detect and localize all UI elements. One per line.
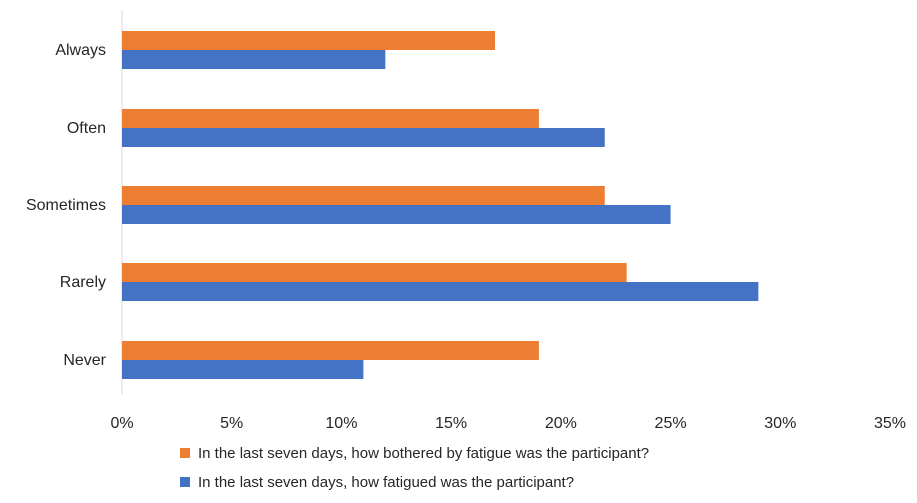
bar-never-series-1 bbox=[122, 341, 539, 360]
bar-rarely-series-1 bbox=[122, 263, 627, 282]
category-label-always: Always bbox=[55, 42, 106, 59]
bar-often-series-2 bbox=[122, 128, 605, 147]
legend-label-series-1: In the last seven days, how bothered by … bbox=[198, 445, 649, 462]
x-tick-label: 10% bbox=[325, 415, 357, 432]
bar-sometimes-series-1 bbox=[122, 186, 605, 205]
bar-always-series-1 bbox=[122, 31, 496, 50]
x-tick-label: 35% bbox=[874, 415, 906, 432]
x-tick-label: 30% bbox=[764, 415, 796, 432]
x-tick-label: 5% bbox=[220, 415, 243, 432]
bar-often-series-1 bbox=[122, 109, 539, 128]
x-tick-label: 0% bbox=[110, 415, 133, 432]
category-label-often: Often bbox=[67, 120, 106, 137]
legend-label-series-2: In the last seven days, how fatigued was… bbox=[198, 474, 574, 491]
category-label-sometimes: Sometimes bbox=[26, 197, 106, 214]
category-label-rarely: Rarely bbox=[60, 274, 106, 291]
legend-swatch-series-1 bbox=[180, 448, 190, 458]
bar-never-series-2 bbox=[122, 360, 364, 379]
bar-sometimes-series-2 bbox=[122, 205, 671, 224]
legend-swatch-series-2 bbox=[180, 477, 190, 487]
bar-always-series-2 bbox=[122, 50, 386, 69]
x-tick-label: 15% bbox=[435, 415, 467, 432]
x-tick-label: 20% bbox=[545, 415, 577, 432]
category-label-never: Never bbox=[63, 352, 106, 369]
bar-rarely-series-2 bbox=[122, 282, 759, 301]
x-tick-label: 25% bbox=[655, 415, 687, 432]
